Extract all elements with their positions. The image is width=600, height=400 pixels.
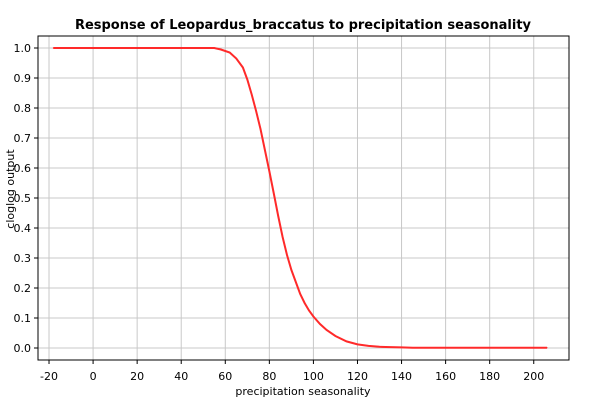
x-tick-label: 140 <box>391 370 412 383</box>
data-point <box>299 293 301 295</box>
y-tick-label: 0.2 <box>14 282 32 295</box>
y-tick-label: 0.5 <box>14 192 32 205</box>
x-tick-label: 120 <box>347 370 368 383</box>
x-axis: -20 0 20 40 60 80 100 120 140 160 180 200 <box>40 360 544 383</box>
y-tick-label: 1.0 <box>14 42 32 55</box>
x-tick-label: -20 <box>40 370 58 383</box>
x-tick-label: 80 <box>262 370 276 383</box>
data-point <box>264 149 266 151</box>
data-point <box>445 347 447 349</box>
y-tick-label: 0.8 <box>14 102 32 115</box>
data-point <box>411 347 414 349</box>
y-tick-label: 0.0 <box>14 342 32 355</box>
data-point <box>242 66 244 69</box>
x-tick-label: 20 <box>130 370 144 383</box>
x-tick-label: 180 <box>479 370 500 383</box>
data-point <box>319 323 321 325</box>
data-point <box>220 48 222 51</box>
data-point <box>136 47 138 49</box>
data-point <box>255 110 257 112</box>
y-tick-label: 0.4 <box>14 222 32 235</box>
grid <box>38 36 569 360</box>
data-point <box>345 340 348 342</box>
y-tick-label: 0.6 <box>14 162 32 175</box>
data-point <box>268 170 270 172</box>
data-point <box>308 309 310 312</box>
data-point <box>229 51 231 54</box>
data-point <box>235 57 237 60</box>
y-tick-label: 0.1 <box>14 312 32 325</box>
data-point <box>273 192 275 195</box>
x-tick-label: 200 <box>523 370 544 383</box>
data-point <box>259 128 262 130</box>
data-points <box>52 47 548 349</box>
x-axis-label: precipitation seasonality <box>235 385 371 398</box>
y-tick-label: 0.9 <box>14 72 32 85</box>
data-point <box>334 335 337 337</box>
data-point <box>312 315 315 318</box>
y-axis-label: cloglog output <box>4 149 17 229</box>
response-curve <box>53 47 547 349</box>
y-axis: 0.0 0.1 0.2 0.3 0.4 0.5 0.6 0.7 0.8 0.9 1.0 <box>14 42 38 355</box>
data-point <box>356 343 359 345</box>
data-point <box>546 347 548 349</box>
data-point <box>378 346 381 348</box>
data-point <box>400 346 403 348</box>
x-tick-label: 100 <box>303 370 324 383</box>
data-point <box>246 78 248 81</box>
chart-title: Response of Leopardus_braccatus to preci… <box>75 18 532 33</box>
data-point <box>281 236 284 238</box>
data-point <box>277 215 279 217</box>
x-tick-label: 60 <box>218 370 232 383</box>
data-point <box>286 254 288 256</box>
data-point <box>251 93 253 96</box>
y-tick-label: 0.7 <box>14 132 32 145</box>
data-point <box>489 347 491 349</box>
data-point <box>389 346 392 348</box>
data-point <box>290 269 292 271</box>
data-point <box>304 302 306 304</box>
data-point <box>52 47 55 49</box>
x-tick-label: 0 <box>90 370 97 383</box>
data-point <box>180 47 182 49</box>
data-point <box>295 281 297 283</box>
data-point <box>213 47 215 49</box>
x-tick-label: 40 <box>174 370 188 383</box>
x-tick-label: 160 <box>435 370 456 383</box>
y-tick-label: 0.3 <box>14 252 32 265</box>
data-point <box>92 47 94 49</box>
data-point <box>326 329 328 331</box>
data-point <box>367 345 370 347</box>
